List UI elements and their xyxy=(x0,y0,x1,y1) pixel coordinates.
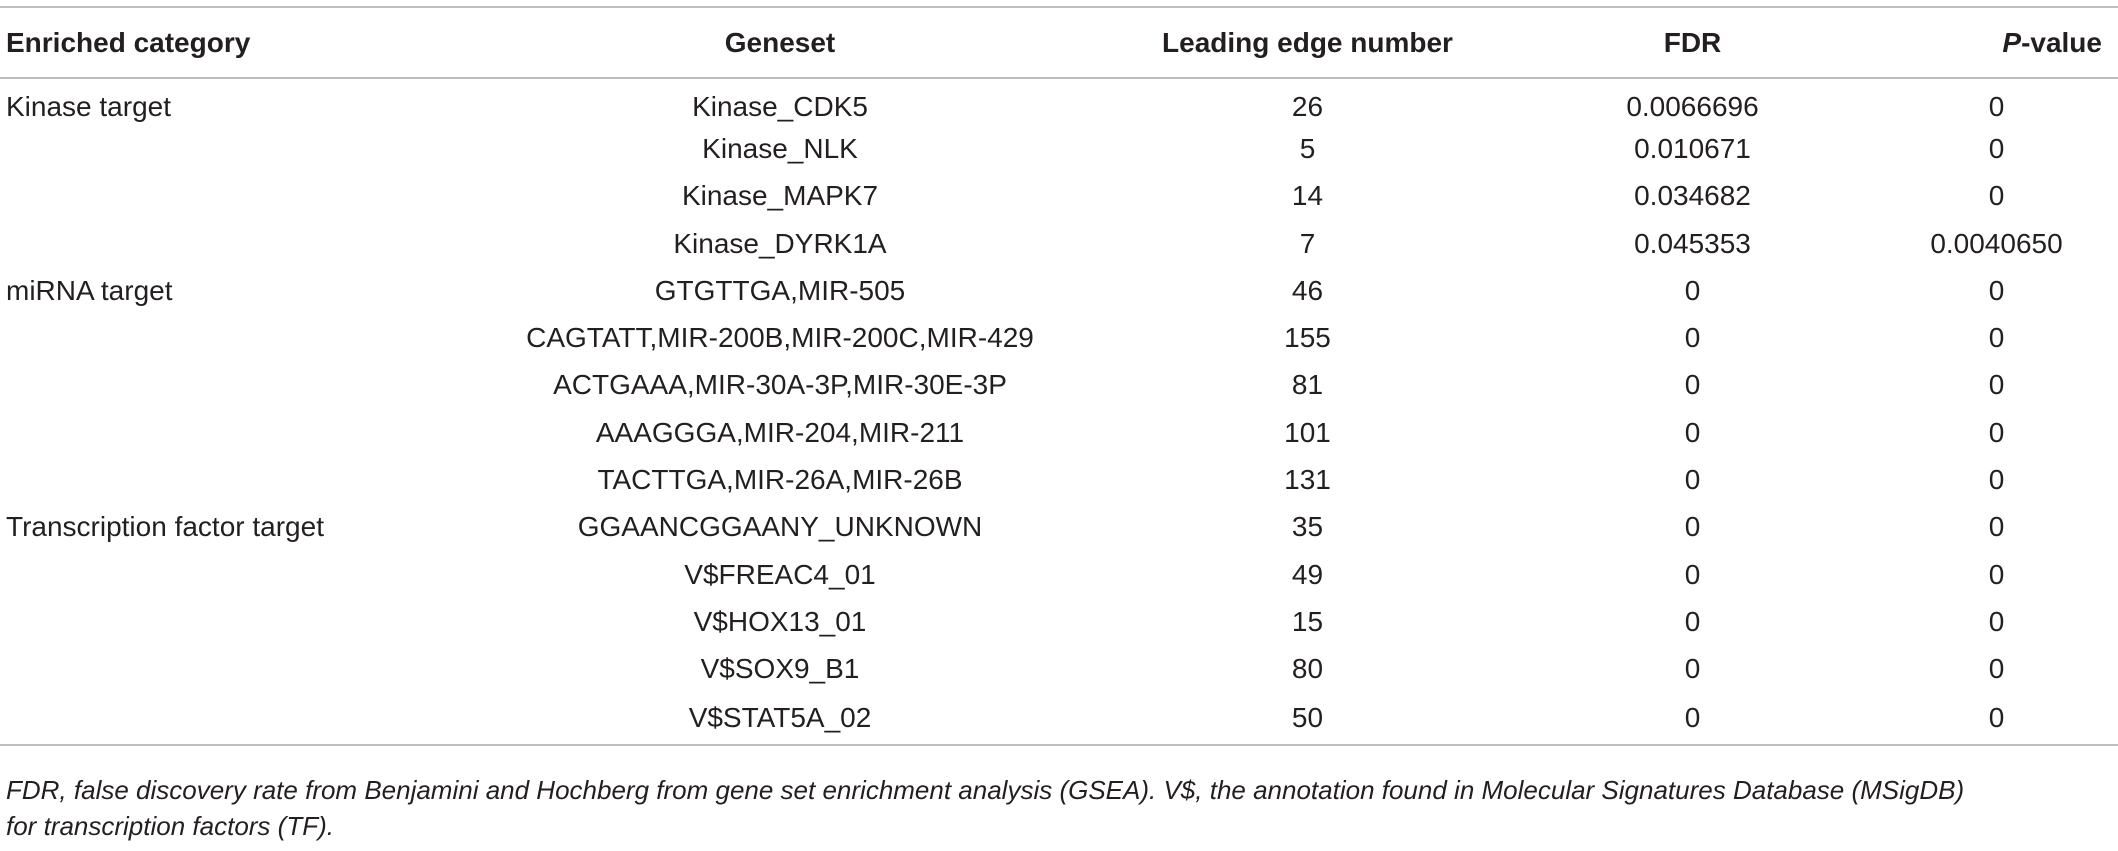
cell-leading-edge-number: 80 xyxy=(1291,653,1324,685)
cell-enriched-category xyxy=(0,173,455,220)
header-p-value-suffix: -value xyxy=(2021,26,2102,58)
cell-enriched-category xyxy=(0,598,455,645)
cell-leading-edge-number: 35 xyxy=(1291,511,1324,543)
cell-enriched-category xyxy=(0,456,455,503)
table-row: V$HOX13_01 15 0 0 xyxy=(0,598,2118,645)
cell-geneset: ACTGAAA,MIR-30A-3P,MIR-30E-3P xyxy=(553,369,1007,401)
cell-leading-edge-number: 46 xyxy=(1291,274,1324,306)
cell-p-value: 0 xyxy=(1988,322,2005,354)
cell-p-value: 0 xyxy=(1988,702,2005,734)
cell-leading-edge-number: 26 xyxy=(1291,91,1324,123)
cell-fdr: 0 xyxy=(1684,464,1701,496)
cell-fdr: 0 xyxy=(1684,369,1701,401)
cell-p-value: 0 xyxy=(1988,369,2005,401)
cell-geneset: Kinase_DYRK1A xyxy=(673,227,887,259)
cell-leading-edge-number: 101 xyxy=(1284,416,1331,448)
cell-geneset: V$SOX9_B1 xyxy=(700,653,860,685)
cell-geneset: Kinase_NLK xyxy=(702,132,858,164)
table-row: Kinase_DYRK1A 7 0.045353 0.0040650 xyxy=(0,220,2118,267)
cell-leading-edge-number: 5 xyxy=(1299,132,1316,164)
table-row: Transcription factor target GGAANCGGAANY_… xyxy=(0,504,2118,551)
table-body: Kinase target Kinase_CDK5 26 0.0066696 0 Kina… xyxy=(0,78,2118,745)
cell-p-value: 0 xyxy=(1988,132,2005,164)
cell-enriched-category xyxy=(0,409,455,456)
cell-fdr: 0 xyxy=(1684,605,1701,637)
cell-geneset: Kinase_CDK5 xyxy=(692,91,868,123)
cell-fdr: 0 xyxy=(1684,558,1701,590)
cell-enriched-category: Kinase target xyxy=(6,91,171,123)
cell-leading-edge-number: 155 xyxy=(1284,322,1331,354)
cell-p-value: 0 xyxy=(1988,464,2005,496)
cell-geneset: GGAANCGGAANY_UNKNOWN xyxy=(577,511,983,543)
cell-fdr: 0 xyxy=(1684,416,1701,448)
cell-geneset: CAGTATT,MIR-200B,MIR-200C,MIR-429 xyxy=(526,322,1034,354)
cell-geneset: Kinase_MAPK7 xyxy=(681,180,879,212)
cell-geneset: TACTTGA,MIR-26A,MIR-26B xyxy=(597,464,963,496)
cell-p-value: 0 xyxy=(1988,511,2005,543)
cell-leading-edge-number: 15 xyxy=(1291,605,1324,637)
cell-fdr: 0 xyxy=(1684,322,1701,354)
header-fdr: FDR xyxy=(1663,26,1722,58)
cell-geneset: V$HOX13_01 xyxy=(693,605,867,637)
header-p-value: P-value xyxy=(1875,7,2118,78)
cell-enriched-category xyxy=(0,646,455,693)
header-geneset: Geneset xyxy=(724,26,836,58)
cell-fdr: 0.010671 xyxy=(1634,132,1751,164)
cell-fdr: 0 xyxy=(1684,511,1701,543)
cell-geneset: V$FREAC4_01 xyxy=(684,558,876,590)
table-footnote: FDR, false discovery rate from Benjamini… xyxy=(6,772,2106,844)
cell-p-value: 0.0040650 xyxy=(1930,227,2063,259)
cell-enriched-category xyxy=(0,125,455,172)
table-row: V$STAT5A_02 50 0 0 xyxy=(0,693,2118,745)
header-p-value-italic: P xyxy=(2002,26,2022,58)
cell-geneset: V$STAT5A_02 xyxy=(688,702,872,734)
cell-p-value: 0 xyxy=(1988,605,2005,637)
cell-enriched-category xyxy=(0,551,455,598)
cell-fdr: 0 xyxy=(1684,702,1701,734)
cell-leading-edge-number: 7 xyxy=(1299,227,1316,259)
cell-enriched-category xyxy=(0,314,455,361)
footnote-line-1: FDR, false discovery rate from Benjamini… xyxy=(6,775,1965,805)
cell-geneset: AAAGGGA,MIR-204,MIR-211 xyxy=(595,416,965,448)
cell-leading-edge-number: 131 xyxy=(1284,464,1331,496)
table-row: Kinase_NLK 5 0.010671 0 xyxy=(0,125,2118,172)
cell-p-value: 0 xyxy=(1988,180,2005,212)
cell-geneset: GTGTTGA,MIR-505 xyxy=(654,274,906,306)
cell-p-value: 0 xyxy=(1988,653,2005,685)
table-row: Kinase target Kinase_CDK5 26 0.0066696 0 xyxy=(0,78,2118,125)
cell-fdr: 0 xyxy=(1684,653,1701,685)
cell-enriched-category xyxy=(0,220,455,267)
cell-fdr: 0.0066696 xyxy=(1626,91,1759,123)
cell-enriched-category xyxy=(0,693,455,745)
cell-fdr: 0 xyxy=(1684,274,1701,306)
cell-p-value: 0 xyxy=(1988,274,2005,306)
cell-p-value: 0 xyxy=(1988,91,2005,123)
cell-leading-edge-number: 50 xyxy=(1291,702,1324,734)
header-row: Enriched category Geneset Leading edge n… xyxy=(0,7,2118,78)
table-row: miRNA target GTGTTGA,MIR-505 46 0 0 xyxy=(0,267,2118,314)
cell-leading-edge-number: 14 xyxy=(1291,180,1324,212)
cell-enriched-category xyxy=(0,362,455,409)
cell-enriched-category: miRNA target xyxy=(6,274,173,306)
table-row: CAGTATT,MIR-200B,MIR-200C,MIR-429 155 0 0 xyxy=(0,314,2118,361)
header-leading-edge-number: Leading edge number xyxy=(1162,26,1453,58)
table-header: Enriched category Geneset Leading edge n… xyxy=(0,7,2118,78)
enrichment-table: Enriched category Geneset Leading edge n… xyxy=(0,6,2118,746)
table-row: AAAGGGA,MIR-204,MIR-211 101 0 0 xyxy=(0,409,2118,456)
header-enriched-category: Enriched category xyxy=(6,26,251,58)
table-row: ACTGAAA,MIR-30A-3P,MIR-30E-3P 81 0 0 xyxy=(0,362,2118,409)
table-row: TACTTGA,MIR-26A,MIR-26B 131 0 0 xyxy=(0,456,2118,503)
cell-p-value: 0 xyxy=(1988,558,2005,590)
footnote-line-2: for transcription factors (TF). xyxy=(6,811,334,841)
cell-leading-edge-number: 81 xyxy=(1291,369,1324,401)
cell-fdr: 0.034682 xyxy=(1634,180,1751,212)
table-row: V$FREAC4_01 49 0 0 xyxy=(0,551,2118,598)
cell-fdr: 0.045353 xyxy=(1634,227,1751,259)
table-row: V$SOX9_B1 80 0 0 xyxy=(0,646,2118,693)
cell-enriched-category: Transcription factor target xyxy=(6,511,324,543)
cell-leading-edge-number: 49 xyxy=(1291,558,1324,590)
cell-p-value: 0 xyxy=(1988,416,2005,448)
table-row: Kinase_MAPK7 14 0.034682 0 xyxy=(0,173,2118,220)
